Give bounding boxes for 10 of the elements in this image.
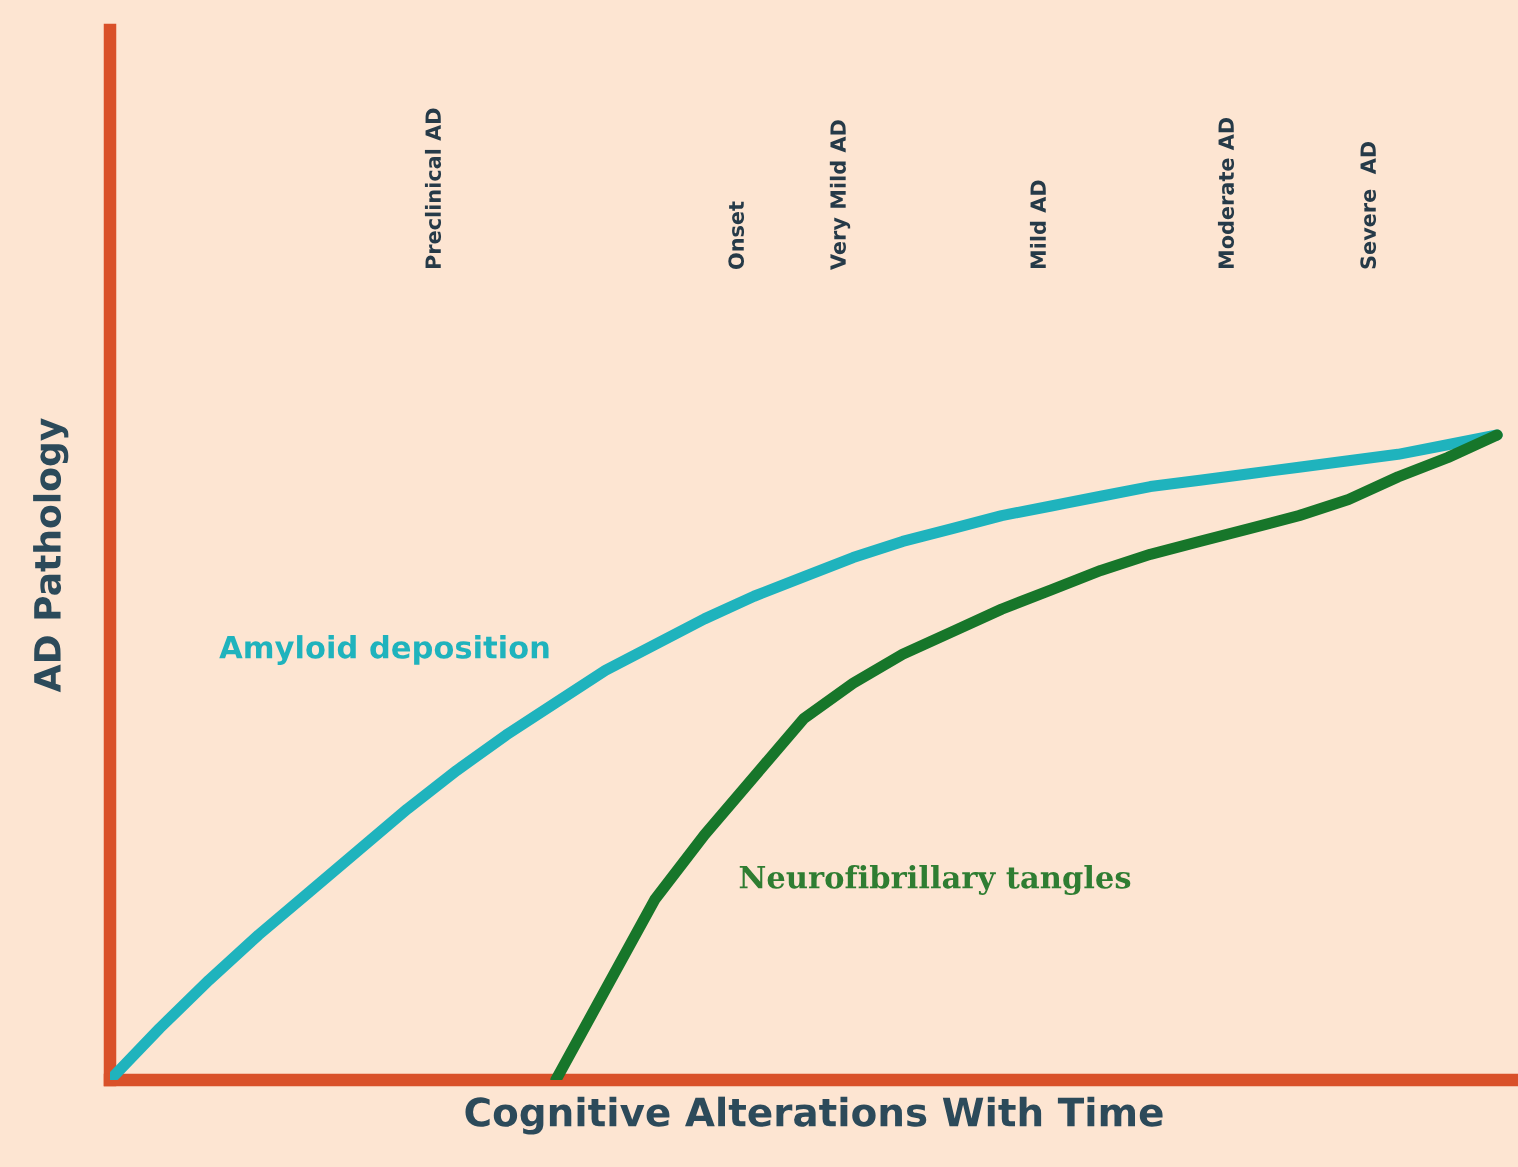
series-label: Amyloid deposition bbox=[219, 635, 549, 665]
text: Mild AD bbox=[1029, 180, 1047, 269]
text: Preclinical AD bbox=[424, 108, 442, 269]
x-axis-title: Cognitive Alterations With Time bbox=[465, 1096, 1163, 1135]
text: Moderate AD bbox=[1217, 117, 1235, 269]
y-axis-title: AD Pathology bbox=[33, 418, 69, 693]
text: Onset bbox=[728, 201, 745, 269]
text: Severe AD bbox=[1360, 141, 1377, 269]
series-label: Neurofibrillary tangles bbox=[739, 865, 1131, 895]
text: Very Mild AD bbox=[829, 120, 851, 270]
